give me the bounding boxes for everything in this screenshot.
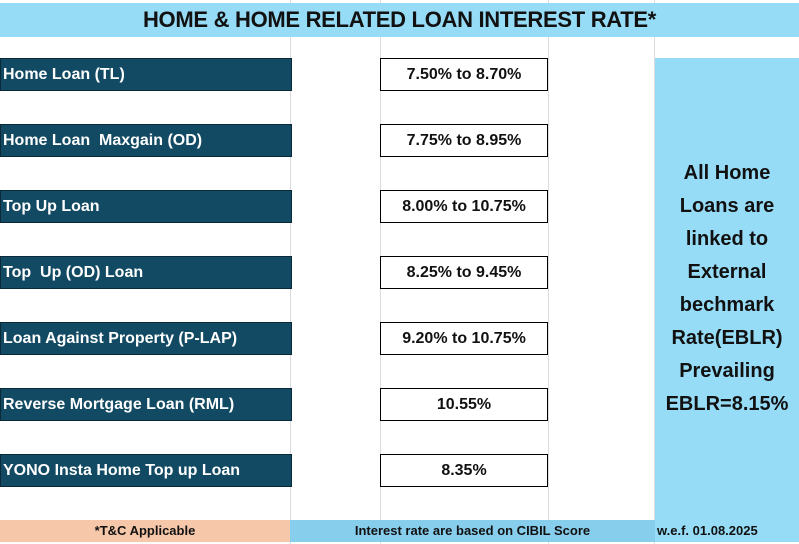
gridline <box>654 0 655 544</box>
eblr-note: All Home Loans are linked to External be… <box>665 162 789 415</box>
gridline <box>548 0 549 544</box>
loan-rate: 7.75% to 8.95% <box>380 124 548 157</box>
loan-name: Home Loan Maxgain (OD) <box>0 124 292 157</box>
loan-name: Top Up Loan <box>0 190 292 223</box>
eblr-note-panel: All Home Loans are linked to External be… <box>655 58 799 520</box>
loan-rate: 10.55% <box>380 388 548 421</box>
loan-rate: 8.00% to 10.75% <box>380 190 548 223</box>
loan-rate: 8.25% to 9.45% <box>380 256 548 289</box>
loan-name: Top Up (OD) Loan <box>0 256 292 289</box>
loan-name: YONO Insta Home Top up Loan <box>0 454 292 487</box>
tc-note: *T&C Applicable <box>0 520 290 542</box>
effective-date: w.e.f. 01.08.2025 <box>655 520 799 542</box>
loan-rate: 8.35% <box>380 454 548 487</box>
cibil-note: Interest rate are based on CIBIL Score <box>290 520 655 542</box>
loan-name: Reverse Mortgage Loan (RML) <box>0 388 292 421</box>
loan-name: Loan Against Property (P-LAP) <box>0 322 292 355</box>
page-title: HOME & HOME RELATED LOAN INTEREST RATE* <box>0 3 799 37</box>
loan-rate: 7.50% to 8.70% <box>380 58 548 91</box>
loan-name: Home Loan (TL) <box>0 58 292 91</box>
loan-rate: 9.20% to 10.75% <box>380 322 548 355</box>
